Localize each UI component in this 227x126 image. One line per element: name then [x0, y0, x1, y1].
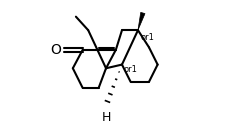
Text: H: H: [101, 111, 110, 124]
Text: O: O: [50, 43, 61, 57]
Text: or1: or1: [123, 65, 136, 74]
Polygon shape: [137, 12, 144, 30]
Text: or1: or1: [140, 33, 154, 42]
